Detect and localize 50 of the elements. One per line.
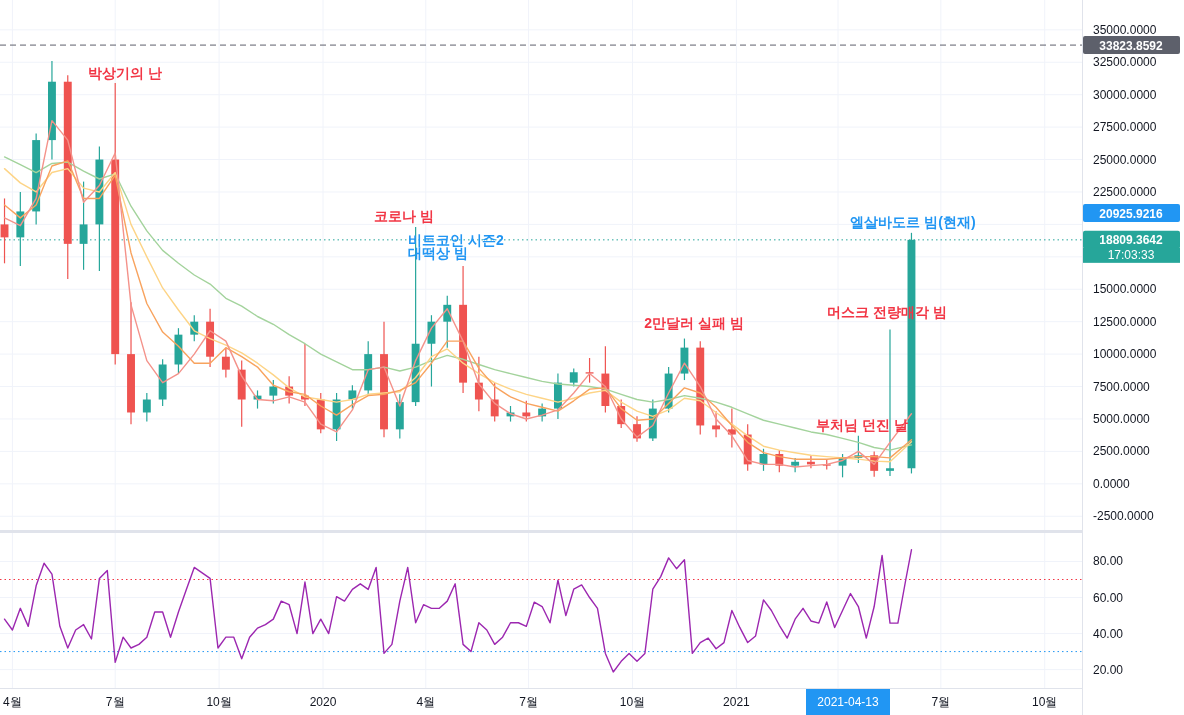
annotation: 박상기의 난	[88, 65, 162, 81]
y-tick-label: 20.00	[1093, 662, 1124, 677]
annotation: 엘살바도르 빔(현재)	[850, 214, 976, 230]
candlestick	[269, 379, 278, 404]
x-tick-label: 10월	[1032, 695, 1058, 709]
x-tick-label: 4월	[3, 695, 22, 709]
y-tick-label: 32500.0000	[1093, 55, 1157, 70]
y-tick-label: 35000.0000	[1093, 22, 1157, 37]
x-tick-label: 2021	[723, 695, 751, 709]
y-tick-label: 15000.0000	[1093, 282, 1157, 297]
x-tick-label: 7월	[931, 695, 951, 709]
y-tick-label: 12500.0000	[1093, 314, 1157, 329]
x-tick-label: 7월	[519, 695, 538, 709]
y-tick-label: 0.0000	[1093, 476, 1131, 491]
candlestick	[79, 181, 88, 271]
candlestick	[474, 356, 483, 412]
text: 17:03:33	[1107, 247, 1155, 262]
y-tick-label: 22500.0000	[1093, 184, 1157, 199]
candlestick	[221, 347, 230, 379]
y-tick-label: 27500.0000	[1093, 120, 1157, 135]
candlestick	[348, 384, 357, 410]
y-tick-label: 10000.0000	[1093, 347, 1157, 362]
candlestick	[727, 407, 736, 449]
ref-line-label: 33823.8592	[1099, 38, 1164, 53]
y-tick-label: 80.00	[1093, 554, 1124, 569]
ref-line-label: 18809.3642	[1099, 233, 1164, 248]
candlestick	[585, 357, 594, 384]
y-tick-label: 60.00	[1093, 590, 1124, 605]
x-tick-label: 7월	[105, 695, 125, 709]
y-tick-label: 40.00	[1093, 626, 1124, 641]
annotation: 코로나 빔	[374, 208, 434, 224]
candlestick	[569, 367, 578, 388]
y-tick-label: 5000.0000	[1093, 411, 1151, 426]
annotation: 부처님 던진 날	[816, 417, 908, 433]
line-series	[3, 549, 913, 673]
x-tick-label: 2020	[309, 695, 337, 709]
annotation: 2만달러 실패 빔	[644, 315, 744, 331]
y-tick-label: -2500.0000	[1093, 509, 1155, 524]
candlestick	[522, 400, 531, 423]
candlestick	[142, 392, 151, 423]
x-tick-label: 4월	[416, 695, 436, 709]
text: 2021-04-13	[817, 695, 880, 709]
y-tick-label: 25000.0000	[1093, 152, 1157, 167]
x-tick-label: 10월	[206, 695, 232, 709]
y-tick-label: 7500.0000	[1093, 379, 1151, 394]
candlestick	[712, 410, 721, 438]
text: 20925.9216	[1099, 206, 1164, 221]
y-tick-label: 2500.0000	[1093, 444, 1151, 459]
y-tick-label: 30000.0000	[1093, 87, 1157, 102]
x-tick-label: 10월	[619, 695, 646, 709]
